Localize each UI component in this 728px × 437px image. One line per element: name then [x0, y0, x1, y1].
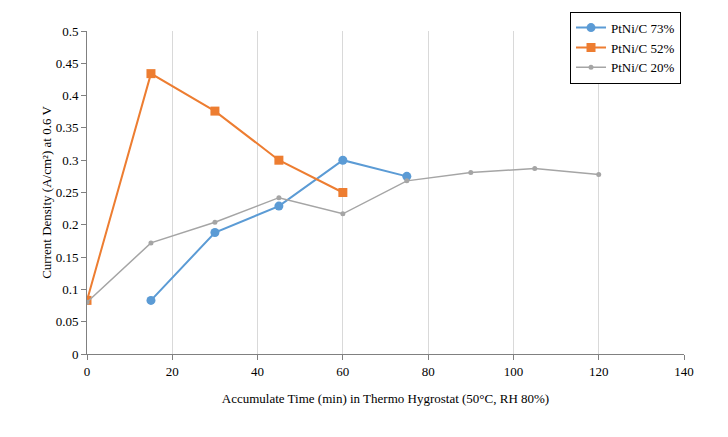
svg-text:0.5: 0.5: [62, 24, 78, 39]
svg-text:0.35: 0.35: [56, 120, 79, 135]
svg-text:0: 0: [84, 364, 91, 379]
svg-text:0.25: 0.25: [56, 185, 79, 200]
svg-text:0.3: 0.3: [62, 153, 78, 168]
svg-text:100: 100: [504, 364, 524, 379]
svg-text:40: 40: [251, 364, 264, 379]
svg-text:120: 120: [589, 364, 609, 379]
svg-text:0.1: 0.1: [62, 282, 78, 297]
svg-text:PtNi/C 20%: PtNi/C 20%: [611, 60, 674, 75]
svg-text:20: 20: [166, 364, 179, 379]
svg-text:Accumulate Time (min) in Therm: Accumulate Time (min) in Thermo Hygrosta…: [222, 391, 549, 406]
svg-text:80: 80: [422, 364, 435, 379]
svg-text:0.05: 0.05: [56, 314, 79, 329]
svg-text:60: 60: [336, 364, 349, 379]
svg-text:0.2: 0.2: [62, 217, 78, 232]
svg-text:0: 0: [72, 347, 79, 362]
svg-text:0.15: 0.15: [56, 250, 79, 265]
svg-text:Current Density (A/cm²) at 0.6: Current Density (A/cm²) at 0.6 V: [39, 106, 54, 279]
svg-text:PtNi/C 73%: PtNi/C 73%: [611, 21, 674, 36]
svg-text:0.45: 0.45: [56, 56, 79, 71]
svg-text:140: 140: [674, 364, 694, 379]
svg-text:PtNi/C 52%: PtNi/C 52%: [611, 41, 674, 56]
svg-text:0.4: 0.4: [62, 88, 79, 103]
